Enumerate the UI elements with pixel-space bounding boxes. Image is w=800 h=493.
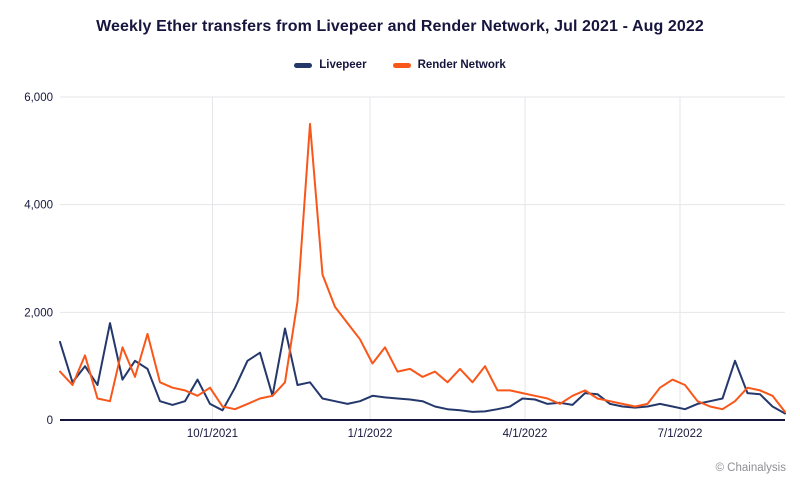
livepeer-swatch-icon xyxy=(294,62,313,68)
y-axis-tick-label: 0 xyxy=(47,415,53,427)
attribution: © Chainalysis xyxy=(715,462,786,474)
legend: Livepeer Render Network xyxy=(0,59,800,71)
render-network-swatch-icon xyxy=(392,62,411,68)
y-axis-tick-label: 6,000 xyxy=(24,92,53,104)
legend-item-livepeer: Livepeer xyxy=(294,59,367,71)
y-axis-tick-label: 4,000 xyxy=(24,200,53,212)
legend-item-render-network: Render Network xyxy=(392,59,506,71)
x-axis-tick-label: 10/1/2021 xyxy=(187,428,238,440)
livepeer-series-line xyxy=(59,322,786,415)
legend-label-livepeer: Livepeer xyxy=(319,59,367,71)
x-axis-tick-label: 4/1/2022 xyxy=(503,428,548,440)
x-axis-tick-label: 1/1/2022 xyxy=(348,428,393,440)
x-axis-tick-label: 7/1/2022 xyxy=(658,428,703,440)
chart-title: Weekly Ether transfers from Livepeer and… xyxy=(96,18,704,35)
y-axis-tick-label: 2,000 xyxy=(24,307,53,319)
render-network-series-line xyxy=(59,122,786,413)
legend-label-render-network: Render Network xyxy=(417,59,506,71)
